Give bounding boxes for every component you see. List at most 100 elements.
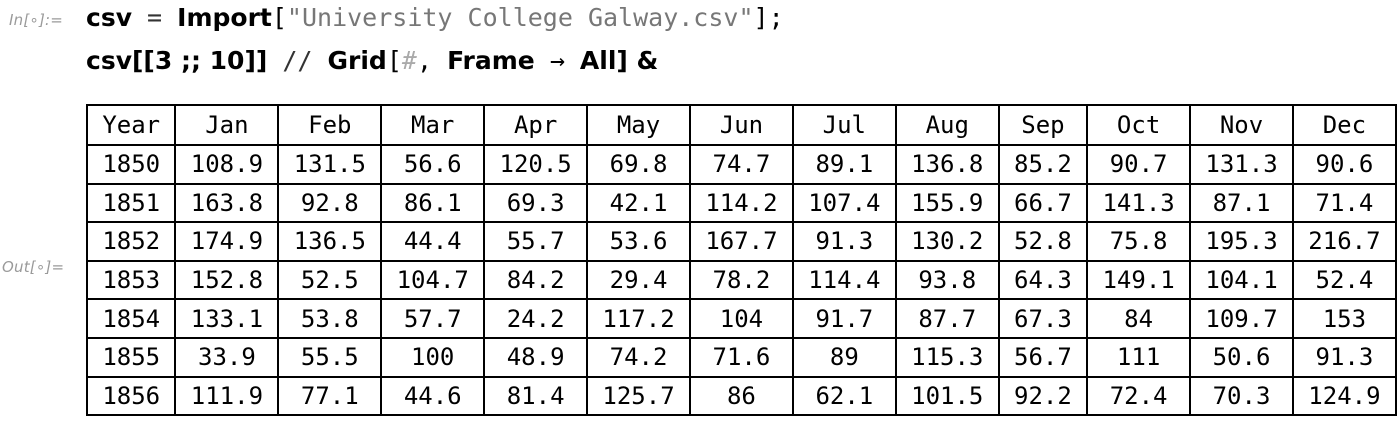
grid-cell: 75.8 xyxy=(1086,221,1192,262)
grid-header-cell: May xyxy=(586,104,691,146)
grid-cell: 29.4 xyxy=(586,259,691,301)
grid-cell: 74.2 xyxy=(586,336,691,378)
code-function: Import xyxy=(177,3,272,32)
code-option-value: All xyxy=(579,46,617,75)
grid-cell: 53.6 xyxy=(586,221,691,262)
grid-cell: 69.3 xyxy=(483,182,589,224)
grid-cell: 117.2 xyxy=(586,298,691,339)
grid-cell: 115.3 xyxy=(894,336,1000,378)
grid-cell: 120.5 xyxy=(483,144,589,185)
grid-cell: 52.4 xyxy=(1291,259,1397,301)
grid-cell: 70.3 xyxy=(1189,375,1294,417)
grid-cell: 1851 xyxy=(85,182,177,224)
grid-cell: 114.4 xyxy=(791,259,897,301)
grid-cell: 92.2 xyxy=(997,375,1089,417)
code-line-1[interactable]: csv = Import["University College Galway.… xyxy=(86,3,784,33)
code-slot: # xyxy=(401,46,417,75)
grid-cell: 55.7 xyxy=(483,221,589,262)
grid-cell: 44.6 xyxy=(380,375,486,417)
grid-cell: 48.9 xyxy=(483,336,589,378)
grid-cell: 133.1 xyxy=(174,298,280,339)
grid-cell: 167.7 xyxy=(688,221,794,262)
grid-cell: 52.8 xyxy=(997,221,1089,262)
grid-cell: 149.1 xyxy=(1086,259,1192,301)
code-variable: csv xyxy=(86,46,132,75)
code-string: "University College Galway.csv" xyxy=(286,3,754,32)
grid-header-cell: Jul xyxy=(791,104,897,146)
grid-cell: 87.1 xyxy=(1189,182,1294,224)
grid-cell: 136.5 xyxy=(277,221,383,262)
code-bracket: [ xyxy=(386,46,402,75)
grid-cell: 141.3 xyxy=(1086,182,1192,224)
grid-cell: 24.2 xyxy=(483,298,589,339)
code-part-spec: [[3 ;; 10]] xyxy=(132,46,268,75)
grid-cell: 152.8 xyxy=(174,259,280,301)
grid-cell: 52.5 xyxy=(277,259,383,301)
grid-cell: 71.6 xyxy=(688,336,794,378)
grid-cell: 100 xyxy=(380,336,486,378)
grid-cell: 174.9 xyxy=(174,221,280,262)
grid-cell: 108.9 xyxy=(174,144,280,185)
grid-cell: 90.7 xyxy=(1086,144,1192,185)
grid-cell: 89 xyxy=(791,336,897,378)
grid-row: 1851 163.8 92.8 86.1 69.3 42.1 114.2 107.4 155.9… xyxy=(85,182,1397,224)
grid-cell: 1854 xyxy=(85,298,177,339)
grid-cell: 84.2 xyxy=(483,259,589,301)
grid-cell: 1855 xyxy=(85,336,177,378)
grid-header-cell: Aug xyxy=(894,104,1000,146)
grid-cell: 50.6 xyxy=(1189,336,1294,378)
grid-header-cell: Dec xyxy=(1291,104,1397,146)
grid-header-cell: Nov xyxy=(1189,104,1294,146)
grid-cell: 64.3 xyxy=(997,259,1089,301)
grid-cell: 1853 xyxy=(85,259,177,301)
grid-cell: 111.9 xyxy=(174,375,280,417)
grid-row: 1852 174.9 136.5 44.4 55.7 53.6 167.7 91.3 130.2… xyxy=(85,221,1397,262)
grid-header-cell: Apr xyxy=(483,104,589,146)
grid-cell: 111 xyxy=(1086,336,1192,378)
grid-cell: 1852 xyxy=(85,221,177,262)
code-operator: // xyxy=(267,46,328,75)
grid-cell: 130.2 xyxy=(894,221,1000,262)
code-bracket: ]; xyxy=(753,3,784,32)
grid-cell: 86.1 xyxy=(380,182,486,224)
grid-cell: 81.4 xyxy=(483,375,589,417)
grid-row: 1855 33.9 55.5 100 48.9 74.2 71.6 89 115.3 56.7 11… xyxy=(85,336,1397,378)
grid-cell: 153 xyxy=(1291,298,1397,339)
code-option: Frame xyxy=(447,46,535,75)
grid-cell: 107.4 xyxy=(791,182,897,224)
grid-cell: 67.3 xyxy=(997,298,1089,339)
code-line-2[interactable]: csv[[3 ;; 10]] // Grid[#, Frame → All] & xyxy=(86,46,658,76)
grid-cell: 101.5 xyxy=(894,375,1000,417)
grid-cell: 136.8 xyxy=(894,144,1000,185)
grid-header-cell: Jan xyxy=(174,104,280,146)
grid-cell: 86 xyxy=(688,375,794,417)
grid-cell: 33.9 xyxy=(174,336,280,378)
grid-cell: 91.3 xyxy=(1291,336,1397,378)
grid-cell: 104.1 xyxy=(1189,259,1294,301)
grid-row: 1854 133.1 53.8 57.7 24.2 117.2 104 91.7 87.7 67.… xyxy=(85,298,1397,339)
grid-cell: 85.2 xyxy=(997,144,1089,185)
code-bracket: ] & xyxy=(616,46,659,75)
grid-header-cell: Jun xyxy=(688,104,794,146)
grid-header-cell: Year xyxy=(85,104,177,146)
grid-cell: 42.1 xyxy=(586,182,691,224)
grid-cell: 109.7 xyxy=(1189,298,1294,339)
grid-header-cell: Sep xyxy=(997,104,1089,146)
grid-cell: 90.6 xyxy=(1291,144,1397,185)
grid-cell: 131.5 xyxy=(277,144,383,185)
grid-row: 1850 108.9 131.5 56.6 120.5 69.8 74.7 89.1 136.8… xyxy=(85,144,1397,185)
code-operator: = xyxy=(132,3,178,32)
grid-cell: 77.1 xyxy=(277,375,383,417)
output-cell-label: Out[∘]= xyxy=(2,258,65,276)
code-bracket: [ xyxy=(271,3,287,32)
code-variable: csv xyxy=(86,3,132,32)
grid-cell: 114.2 xyxy=(688,182,794,224)
output-grid[interactable]: Year Jan Feb Mar Apr May Jun Jul Aug Sep Oct Nov Dec… xyxy=(85,104,1397,417)
grid-cell: 91.3 xyxy=(791,221,897,262)
grid-cell: 1850 xyxy=(85,144,177,185)
grid-cell: 155.9 xyxy=(894,182,1000,224)
grid-cell: 57.7 xyxy=(380,298,486,339)
grid-cell: 91.7 xyxy=(791,298,897,339)
grid-cell: 104 xyxy=(688,298,794,339)
grid-header-cell: Feb xyxy=(277,104,383,146)
